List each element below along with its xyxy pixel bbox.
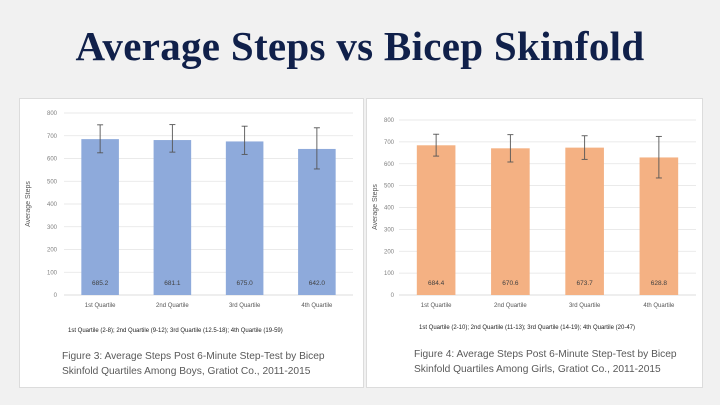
y-tick-label: 0	[54, 293, 58, 299]
figure-caption-girls: Figure 4: Average Steps Post 6-Minute St…	[414, 347, 677, 377]
caption-line-1: Figure 3: Average Steps Post 6-Minute St…	[62, 351, 325, 362]
bar	[81, 139, 119, 295]
quartile-footnote-boys: 1st Quartile (2-8); 2nd Quartile (9-12);…	[68, 328, 283, 334]
x-tick-label: 3rd Quartile	[229, 303, 261, 309]
data-label: 673.7	[576, 280, 593, 287]
y-tick-label: 800	[384, 118, 395, 124]
bar	[153, 140, 192, 295]
y-tick-label: 400	[47, 202, 58, 208]
y-tick-label: 400	[384, 206, 395, 212]
data-label: 670.6	[502, 280, 519, 287]
bar	[225, 141, 264, 295]
y-tick-label: 200	[47, 248, 58, 254]
x-tick-label: 1st Quartile	[85, 303, 116, 309]
data-label: 675.0	[236, 280, 253, 287]
y-tick-label: 100	[47, 270, 58, 276]
y-tick-label: 600	[384, 162, 395, 168]
y-tick-label: 0	[391, 293, 395, 299]
caption-line-1: Figure 4: Average Steps Post 6-Minute St…	[414, 349, 677, 360]
y-tick-label: 700	[47, 134, 58, 140]
bar	[416, 145, 456, 295]
y-tick-label: 100	[384, 271, 395, 277]
y-tick-label: 300	[384, 227, 395, 233]
quartile-footnote-girls: 1st Quartile (2-10); 2nd Quartile (11-13…	[419, 325, 635, 331]
bar	[491, 148, 530, 295]
x-tick-label: 1st Quartile	[421, 303, 452, 309]
bar	[298, 148, 336, 295]
y-tick-label: 300	[47, 225, 58, 231]
bar	[639, 157, 679, 295]
y-tick-label: 600	[47, 157, 58, 163]
bar	[565, 147, 604, 295]
caption-line-2: Skinfold Quartiles Among Girls, Gratiot …	[414, 364, 661, 375]
x-tick-label: 4th Quartile	[301, 303, 333, 309]
figure-panel-boys: 0 100 200 300 400 500 600 700 800 Average Steps 68…	[19, 98, 364, 388]
y-tick-label: 500	[384, 184, 395, 190]
chart-girls: 0 100 200 300 400 500 600 700 800 Average Steps 68…	[372, 118, 696, 309]
data-label: 628.8	[651, 280, 668, 287]
y-axis-title: Average Steps	[372, 184, 379, 230]
y-tick-label: 500	[47, 179, 58, 185]
y-tick-label: 800	[47, 111, 58, 117]
y-tick-label: 200	[384, 249, 395, 255]
slide-title: Average Steps vs Bicep Skinfold	[75, 23, 645, 69]
chart-boys: 0 100 200 300 400 500 600 700 800 Average Steps 68…	[25, 111, 353, 309]
y-axis-title: Average Steps	[25, 181, 32, 227]
figure-panel-girls: 0 100 200 300 400 500 600 700 800 Average Steps 68…	[366, 98, 703, 388]
data-label: 685.2	[92, 280, 109, 287]
figure-caption-boys: Figure 3: Average Steps Post 6-Minute St…	[62, 349, 325, 379]
data-label: 684.4	[428, 280, 445, 287]
x-tick-label: 4th Quartile	[643, 303, 675, 309]
x-tick-label: 2nd Quartile	[156, 303, 189, 309]
caption-line-2: Skinfold Quartiles Among Boys, Gratiot C…	[62, 366, 311, 377]
x-tick-label: 3rd Quartile	[569, 303, 601, 309]
x-tick-label: 2nd Quartile	[494, 303, 527, 309]
data-label: 681.1	[164, 280, 181, 287]
data-label: 642.0	[309, 280, 326, 287]
y-tick-label: 700	[384, 140, 395, 146]
